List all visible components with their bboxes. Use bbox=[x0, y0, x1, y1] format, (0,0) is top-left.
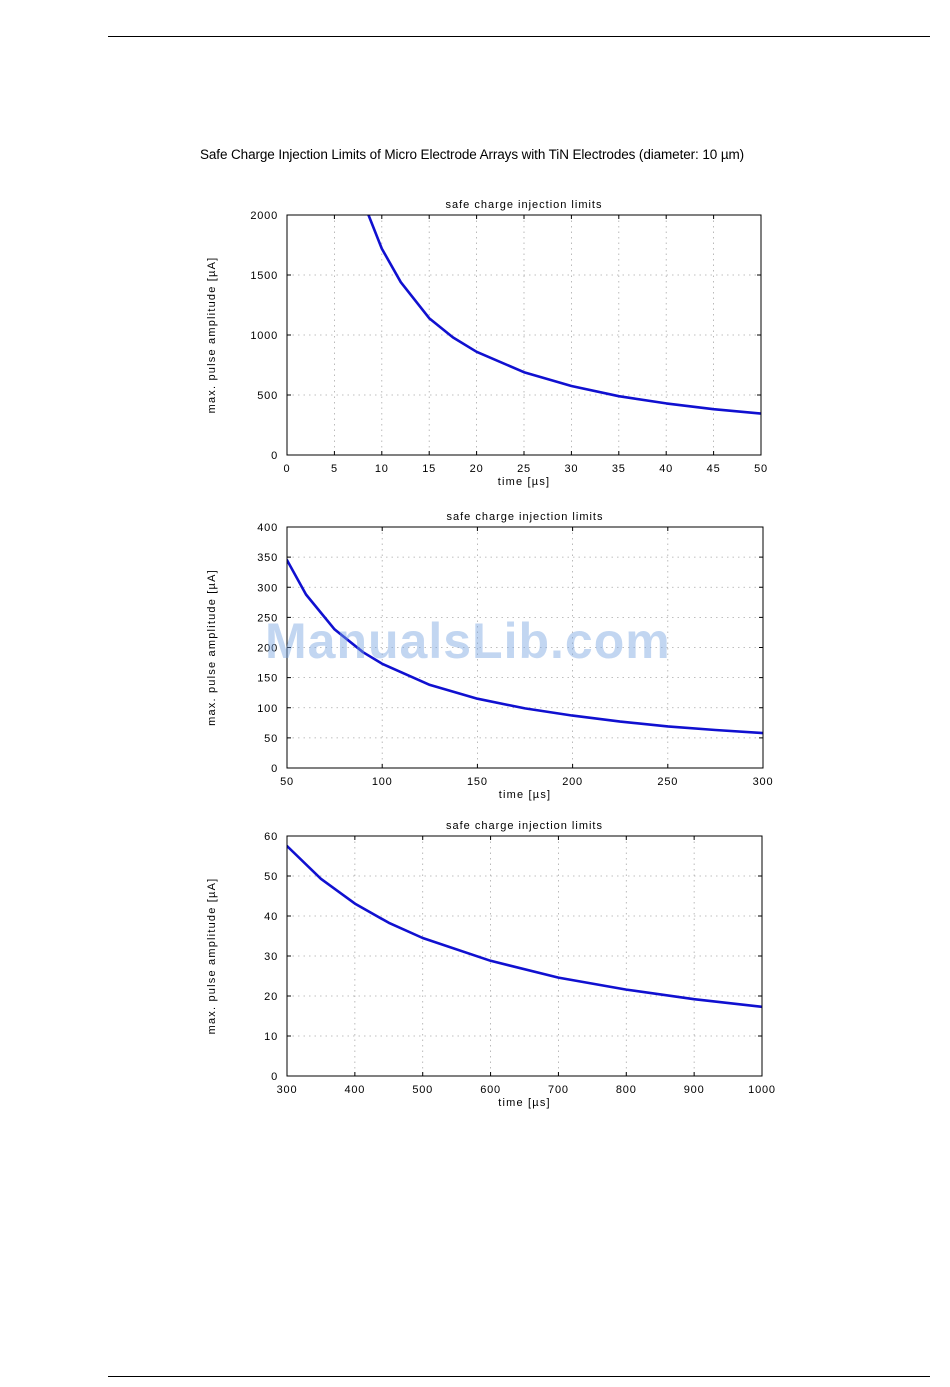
y-axis-label: max. pulse amplitude [µA] bbox=[206, 569, 218, 726]
x-tick-label: 50 bbox=[280, 776, 294, 788]
x-tick-label: 25 bbox=[517, 463, 531, 475]
y-axis-label: max. pulse amplitude [µA] bbox=[206, 878, 218, 1035]
watermark: ManualsLib.com bbox=[265, 613, 671, 669]
x-axis-label: time [µs] bbox=[498, 1097, 551, 1109]
y-tick-label: 20 bbox=[264, 991, 278, 1003]
y-tick-label: 1000 bbox=[250, 330, 278, 342]
y-tick-label: 0 bbox=[271, 1071, 278, 1083]
y-tick-label: 10 bbox=[264, 1031, 278, 1043]
x-tick-label: 30 bbox=[564, 463, 578, 475]
y-tick-label: 300 bbox=[257, 582, 278, 594]
y-tick-label: 1500 bbox=[250, 270, 278, 282]
x-tick-label: 100 bbox=[372, 776, 393, 788]
x-tick-label: 400 bbox=[344, 1084, 365, 1096]
header-rule bbox=[108, 36, 930, 37]
y-axis-label: max. pulse amplitude [µA] bbox=[206, 257, 218, 414]
chart-3: 300 400 500 600 700 800 900 1000 0 10 20 30 40 50 60 sa… bbox=[206, 820, 776, 1109]
x-tick-label: 50 bbox=[754, 463, 768, 475]
x-tick-label: 5 bbox=[331, 463, 338, 475]
x-tick-label: 300 bbox=[277, 1084, 298, 1096]
x-tick-label: 20 bbox=[470, 463, 484, 475]
page-title: Safe Charge Injection Limits of Micro El… bbox=[200, 147, 745, 162]
x-tick-label: 600 bbox=[480, 1084, 501, 1096]
x-tick-label: 800 bbox=[616, 1084, 637, 1096]
y-tick-label: 400 bbox=[257, 522, 278, 534]
x-tick-label: 45 bbox=[707, 463, 721, 475]
chart-2: 50 100 150 200 250 30005010015020025030035040… bbox=[206, 511, 773, 801]
y-tick-label: 100 bbox=[257, 703, 278, 715]
x-tick-label: 1000 bbox=[748, 1084, 776, 1096]
x-tick-label: 250 bbox=[657, 776, 678, 788]
y-tick-label: 200 bbox=[257, 643, 278, 655]
y-tick-label: 0 bbox=[271, 450, 278, 462]
chart-title: safe charge injection limits bbox=[446, 820, 603, 832]
x-tick-label: 0 bbox=[284, 463, 291, 475]
y-tick-label: 250 bbox=[257, 612, 278, 624]
x-tick-label: 40 bbox=[659, 463, 673, 475]
y-tick-label: 30 bbox=[264, 951, 278, 963]
series-line-1 bbox=[367, 215, 761, 415]
x-tick-label: 500 bbox=[412, 1084, 433, 1096]
x-axis-label: time [µs] bbox=[498, 476, 551, 488]
y-tick-label: 50 bbox=[264, 733, 278, 745]
y-tick-label: 150 bbox=[257, 673, 278, 685]
series-line-1 bbox=[287, 844, 762, 1009]
footer-rule bbox=[108, 1376, 930, 1377]
chart-1: 0 5 10 15 20 25 30 35 40 45 500500100015002000safe… bbox=[206, 199, 768, 488]
y-tick-label: 500 bbox=[257, 390, 278, 402]
y-tick-label: 40 bbox=[264, 911, 278, 923]
y-tick-label: 50 bbox=[264, 871, 278, 883]
x-tick-label: 300 bbox=[753, 776, 774, 788]
y-tick-label: 0 bbox=[271, 763, 278, 775]
x-axis-label: time [µs] bbox=[499, 789, 552, 801]
x-tick-label: 900 bbox=[684, 1084, 705, 1096]
y-tick-label: 350 bbox=[257, 552, 278, 564]
chart-title: safe charge injection limits bbox=[446, 511, 603, 523]
x-tick-label: 35 bbox=[612, 463, 626, 475]
series-line-1 bbox=[287, 558, 763, 735]
x-tick-label: 10 bbox=[375, 463, 389, 475]
x-tick-label: 150 bbox=[467, 776, 488, 788]
x-tick-label: 15 bbox=[422, 463, 436, 475]
y-tick-label: 2000 bbox=[250, 210, 278, 222]
y-tick-label: 60 bbox=[264, 831, 278, 843]
chart-title: safe charge injection limits bbox=[445, 199, 602, 211]
x-tick-label: 200 bbox=[562, 776, 583, 788]
x-tick-label: 700 bbox=[548, 1084, 569, 1096]
